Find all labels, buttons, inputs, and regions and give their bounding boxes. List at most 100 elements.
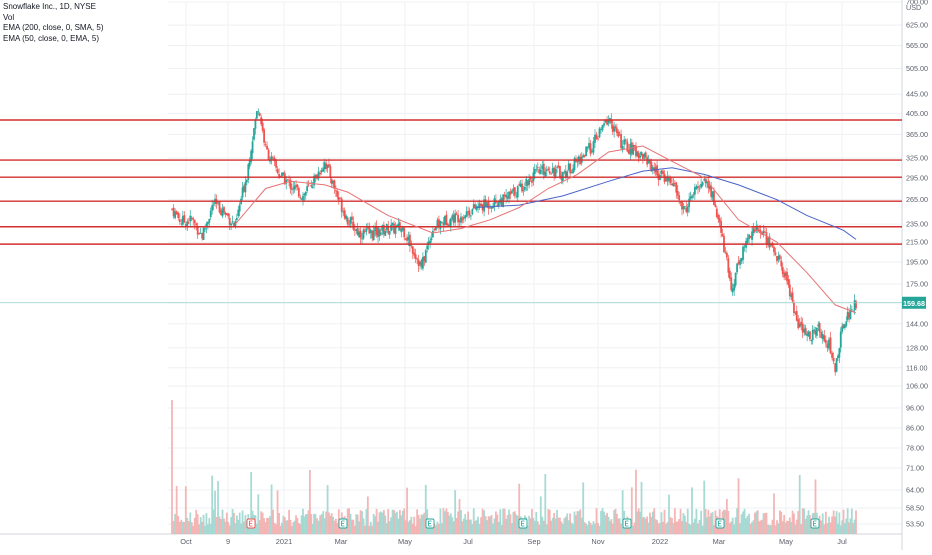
candle-body [181, 216, 184, 225]
candle-body [780, 260, 783, 267]
candle-body [679, 201, 682, 203]
candle-body [187, 222, 190, 224]
volume-bar [737, 478, 740, 534]
volume-bar [416, 509, 419, 534]
volume-bar [243, 521, 245, 534]
volume-bar [420, 514, 423, 534]
candle-body [589, 143, 592, 154]
volume-bar [238, 512, 241, 534]
volume-bar [585, 523, 588, 534]
candle-body [377, 227, 379, 238]
candle-body [192, 218, 195, 220]
candle-body [410, 245, 413, 246]
volume-bar [765, 512, 768, 534]
candle-body [794, 312, 797, 314]
candle-body [644, 152, 647, 158]
volume-bar [499, 509, 502, 534]
candle-body [461, 218, 464, 221]
candle-body [455, 213, 458, 215]
volume-bar [269, 516, 271, 534]
volume-bar [396, 511, 398, 534]
volume-bar [734, 517, 737, 534]
candle-body [765, 232, 768, 244]
volume-bar [297, 523, 300, 534]
volume-bar [767, 524, 769, 534]
volume-bar [388, 521, 391, 534]
candle-body [272, 157, 274, 159]
volume-bar [665, 523, 667, 534]
volume-bar [756, 510, 759, 534]
volume-bar [781, 521, 784, 534]
candle-body [441, 221, 443, 223]
volume-bar [797, 511, 800, 534]
candle-body [673, 182, 676, 184]
volume-bar [682, 513, 685, 534]
candle-body [171, 208, 173, 210]
candle-body [343, 210, 346, 219]
volume-bar [452, 521, 455, 534]
volume-bar [600, 510, 602, 534]
volume-bar [490, 515, 493, 534]
volume-bar [752, 520, 755, 534]
volume-bar [542, 520, 545, 534]
candle-body [815, 327, 818, 336]
volume-bar [175, 486, 178, 534]
volume-bar [550, 520, 553, 534]
volume-bar [806, 515, 809, 534]
time-tick-label: Mar [335, 537, 348, 546]
volume-bar [449, 513, 452, 534]
candle-body [261, 122, 264, 131]
volume-bar [202, 514, 205, 534]
volume-bar [823, 524, 826, 534]
candle-body [675, 182, 678, 193]
volume-bar [831, 516, 833, 534]
volume-bar [511, 523, 513, 534]
candle-body [839, 331, 842, 348]
candle-body [375, 226, 378, 236]
volume-bar [172, 520, 175, 534]
volume-bar [444, 511, 446, 534]
candle-body [604, 120, 607, 123]
volume-bar [556, 509, 558, 534]
candle-body [685, 207, 688, 212]
candle-body [734, 272, 737, 286]
volume-bar [834, 516, 837, 534]
candle-body [220, 210, 222, 216]
candle-body [511, 190, 513, 194]
volume-bar [533, 520, 536, 534]
volume-bar [394, 512, 397, 534]
candle-body [666, 176, 669, 182]
volume-bar [300, 515, 303, 534]
volume-bar [751, 521, 753, 534]
volume-bar [290, 525, 293, 534]
candle-body [199, 232, 202, 234]
volume-bar [506, 515, 509, 534]
candle-body [462, 217, 465, 219]
candle-body [697, 186, 699, 188]
volume-bar [328, 512, 330, 534]
candle-body [396, 225, 398, 226]
candle-body [339, 198, 342, 200]
candle-body [606, 119, 608, 125]
volume-bar [800, 524, 803, 534]
candle-body [319, 172, 322, 175]
volume-bar [417, 514, 420, 534]
price-tick-label: 625.00 [906, 21, 928, 30]
candle-body [306, 186, 309, 192]
time-tick-label: 2022 [652, 537, 668, 546]
price-tick-label: 505.00 [906, 64, 928, 73]
volume-bar [330, 513, 333, 534]
volume-tick-label: 78.00 [906, 444, 924, 453]
candle-body [809, 331, 811, 340]
candle-body [348, 224, 351, 226]
candle-body [665, 177, 667, 182]
candle-body [275, 160, 277, 168]
candle-body [551, 168, 554, 173]
candle-body [448, 224, 451, 227]
last-price-badge [902, 296, 926, 309]
volume-bar [516, 515, 519, 534]
volume-bar [502, 508, 505, 534]
volume-bar [220, 518, 222, 534]
candle-body [640, 151, 643, 156]
